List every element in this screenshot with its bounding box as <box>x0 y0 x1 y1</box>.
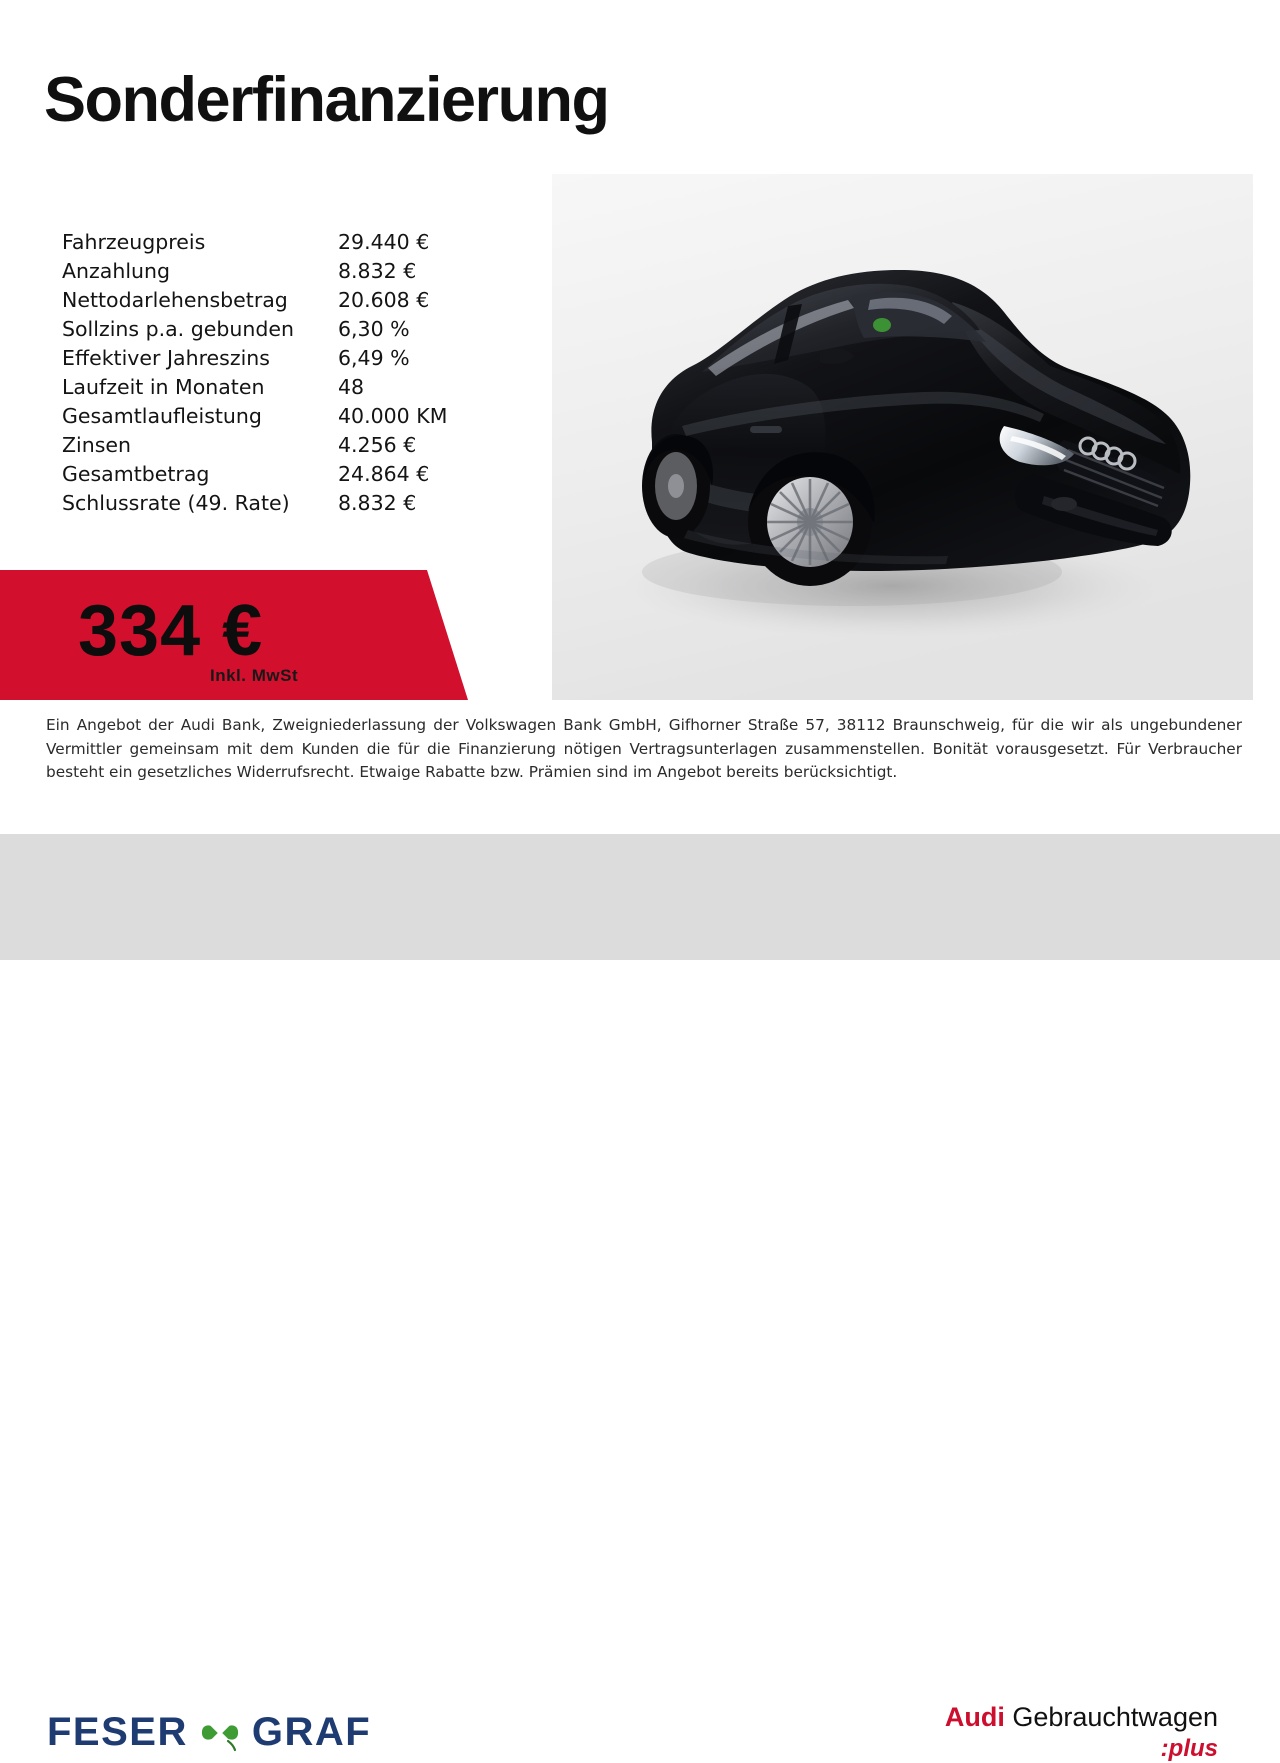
row-label: Gesamtbetrag <box>62 462 210 486</box>
row-label: Anzahlung <box>62 259 171 283</box>
dealer-logo[interactable]: FESER GRAF <box>47 1710 371 1755</box>
table-row: Gesamtbetrag 24.864 € <box>62 462 482 491</box>
vat-note: Inkl. MwSt <box>210 666 299 685</box>
four-leaf-clover-icon <box>198 1711 242 1755</box>
car-illustration <box>552 174 1253 700</box>
audi-program-logo[interactable]: Audi Gebrauchtwagen :plus <box>945 1702 1218 1763</box>
table-row: Effektiver Jahreszins 6,49 % <box>62 346 482 375</box>
front-wheel <box>748 458 872 586</box>
financing-details-table: Fahrzeugpreis 29.440 € Anzahlung 8.832 €… <box>62 230 482 520</box>
row-value: 29.440 € <box>338 230 430 254</box>
row-label: Fahrzeugpreis <box>62 230 206 254</box>
row-label: Zinsen <box>62 433 132 457</box>
table-row: Nettodarlehensbetrag 20.608 € <box>62 288 482 317</box>
audi-program-name: Gebrauchtwagen <box>1012 1702 1218 1732</box>
row-value: 8.832 € <box>338 491 417 515</box>
rear-wheel <box>642 434 710 538</box>
dealer-logo-word-left: FESER <box>47 1710 188 1754</box>
monthly-rate-banner: 334 € Inkl. MwSt <box>0 570 468 700</box>
row-label: Schlussrate (49. Rate) <box>62 491 290 515</box>
audi-brand-name: Audi <box>944 1702 1005 1732</box>
dealer-logo-word-right: GRAF <box>251 1710 372 1754</box>
row-value: 48 <box>338 375 365 399</box>
row-value: 6,30 % <box>338 317 410 341</box>
row-label: Sollzins p.a. gebunden <box>62 317 294 341</box>
row-value: 24.864 € <box>338 462 430 486</box>
table-row: Laufzeit in Monaten 48 <box>62 375 482 404</box>
windshield-sticker <box>873 318 891 332</box>
row-value: 6,49 % <box>338 346 410 370</box>
monthly-rate-amount: 334 € <box>78 591 264 671</box>
row-label: Effektiver Jahreszins <box>62 346 270 370</box>
row-value: 40.000 KM <box>338 404 448 428</box>
row-label: Nettodarlehensbetrag <box>62 288 288 312</box>
vehicle-photo <box>552 174 1253 700</box>
audi-plus-suffix: :plus <box>1160 1735 1218 1762</box>
page-title: Sonderfinanzierung <box>44 65 610 135</box>
row-label: Gesamtlaufleistung <box>62 404 262 428</box>
row-value: 20.608 € <box>338 288 430 312</box>
table-row: Sollzins p.a. gebunden 6,30 % <box>62 317 482 346</box>
table-row: Gesamtlaufleistung 40.000 KM <box>62 404 482 433</box>
table-row: Zinsen 4.256 € <box>62 433 482 462</box>
audi-logo-line: Audi Gebrauchtwagen <box>945 1702 1218 1733</box>
row-label: Laufzeit in Monaten <box>62 375 265 399</box>
row-value: 8.832 € <box>338 259 417 283</box>
audi-rings-emblem <box>1078 436 1137 471</box>
table-row: Fahrzeugpreis 29.440 € <box>62 230 482 259</box>
vehicle-image-panel <box>552 174 1253 700</box>
row-value: 4.256 € <box>338 433 417 457</box>
table-row: Schlussrate (49. Rate) 8.832 € <box>62 491 482 520</box>
table-row: Anzahlung 8.832 € <box>62 259 482 288</box>
legal-disclaimer: Ein Angebot der Audi Bank, Zweigniederla… <box>46 716 1242 781</box>
page-footer: FESER GRAF Audi Gebrauchtwagen : <box>0 834 1280 1762</box>
